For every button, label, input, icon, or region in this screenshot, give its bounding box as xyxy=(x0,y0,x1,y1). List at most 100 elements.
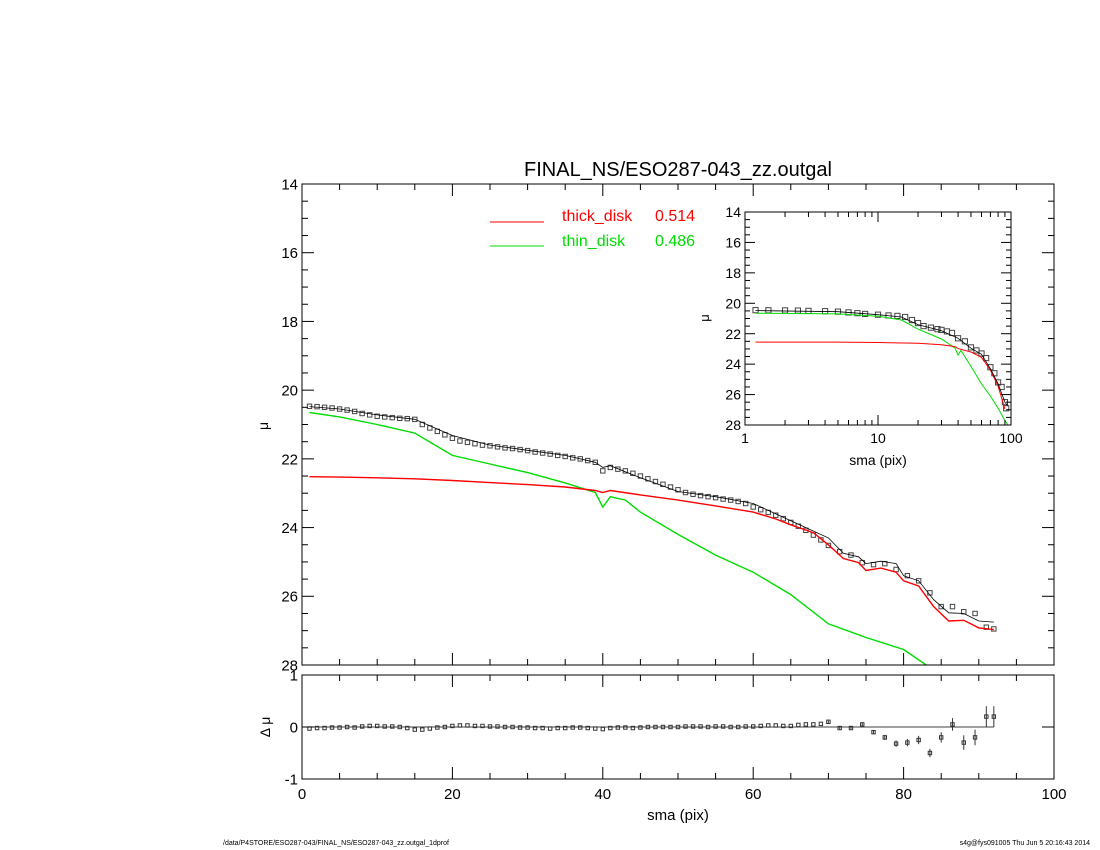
residual-data-point xyxy=(600,726,605,732)
main-title: FINAL_NS/ESO287-043_zz.outgal xyxy=(524,159,832,181)
main-y-tick-label: 22 xyxy=(281,451,298,468)
residual-data-point xyxy=(698,724,703,729)
residual-data-point xyxy=(405,725,410,731)
residual-data-point xyxy=(991,714,997,719)
main-data-point xyxy=(600,468,606,474)
residual-x-tick-label: 40 xyxy=(594,786,611,803)
legend-thick-name: thick_disk xyxy=(562,208,633,225)
inset-x-tick-label: 100 xyxy=(999,430,1023,446)
main-series-thin-disk xyxy=(309,411,927,665)
residual-x-tick-label: 60 xyxy=(745,786,762,803)
main-data-point xyxy=(374,413,380,419)
residual-data-point xyxy=(547,726,553,731)
residual-data-point xyxy=(450,723,455,729)
residual-data-point xyxy=(442,724,448,730)
residual-data-point xyxy=(344,724,350,730)
main-data-point xyxy=(554,452,561,459)
residual-data-point xyxy=(668,724,673,730)
residual-data-point xyxy=(818,721,824,727)
main-data-point xyxy=(697,492,704,499)
residual-data-point xyxy=(860,722,865,727)
residual-y-tick-label: -1 xyxy=(285,771,298,788)
residual-x-tick-label: 80 xyxy=(895,786,912,803)
main-data-point xyxy=(893,566,899,573)
main-data-point xyxy=(758,507,764,513)
main-data-point xyxy=(825,542,832,549)
residual-data-point xyxy=(495,724,500,729)
main-data-point xyxy=(870,561,877,568)
main-data-point xyxy=(645,476,651,482)
inset-y-tick-label: 28 xyxy=(725,417,741,433)
residual-data-point xyxy=(570,725,575,730)
main-data-point xyxy=(502,445,508,451)
residual-data-point xyxy=(927,750,933,756)
residual-data-point xyxy=(352,725,357,730)
residual-data-point xyxy=(435,725,440,730)
main-data-point xyxy=(397,415,403,422)
main-data-point xyxy=(382,414,388,420)
main-data-point xyxy=(539,450,546,456)
main-data-point xyxy=(675,487,681,493)
main-data-point xyxy=(712,494,719,501)
residual-data-point xyxy=(555,725,560,731)
main-data-point xyxy=(938,603,944,610)
residual-data-point xyxy=(525,725,530,730)
residual-data-point xyxy=(638,725,643,730)
residual-data-point xyxy=(457,723,463,728)
main-series-thick-disk xyxy=(309,476,994,631)
residual-data-point xyxy=(675,724,681,730)
main-data-point xyxy=(961,609,967,615)
inset-x-tick-label: 1 xyxy=(741,430,749,446)
main-panel: 14 16 18 20 22 24 26 28 μ xyxy=(255,176,1055,674)
main-data-point xyxy=(359,410,365,417)
inset-y-tick-label: 14 xyxy=(725,204,741,220)
main-data-point xyxy=(660,481,666,487)
main-data-point xyxy=(487,443,493,449)
main-data-point xyxy=(592,459,598,465)
inset-series-thick-disk xyxy=(755,341,1006,410)
main-data-point xyxy=(585,457,591,464)
residual-data-point xyxy=(487,724,493,729)
main-data-point xyxy=(389,414,395,421)
main-y-tick-label: 16 xyxy=(281,245,298,262)
legend-thin-value: 0.486 xyxy=(655,233,695,250)
residual-data-point xyxy=(375,723,380,729)
residual-data-point xyxy=(796,722,801,728)
residual-data-point xyxy=(961,740,966,745)
residual-data-point xyxy=(359,724,365,729)
residual-data-point xyxy=(502,724,508,730)
inset-y-tick-label: 24 xyxy=(725,356,741,372)
main-y-tick-label: 28 xyxy=(281,657,298,674)
residual-data-point xyxy=(916,737,921,743)
legend-thick-value: 0.514 xyxy=(655,208,695,225)
inset-data-point xyxy=(920,323,927,330)
residual-data-point xyxy=(735,724,741,730)
residual-data-point xyxy=(690,724,696,729)
residual-data-point xyxy=(585,725,590,731)
main-data-point xyxy=(472,441,478,447)
residual-data-point xyxy=(743,724,748,729)
inset-panel: 14 16 18 20 22 24 26 281 10 100 sma (pix) μ xyxy=(697,204,1023,468)
inset-data-point xyxy=(908,316,916,324)
residual-data-point xyxy=(803,722,809,727)
main-y-tick-label: 18 xyxy=(281,314,298,331)
main-data-point xyxy=(720,496,726,502)
main-data-point xyxy=(848,552,854,558)
main-data-point xyxy=(742,500,749,507)
residual-y-tick-label: 0 xyxy=(290,719,298,736)
residual-data-point xyxy=(751,724,756,729)
residual-data-point xyxy=(337,725,342,730)
footer-file-path: /data/P4STORE/ESO287-043/FINAL_NS/ESO287… xyxy=(223,840,449,847)
residual-data-point xyxy=(882,735,887,740)
residual-data-point xyxy=(720,724,726,729)
inset-y-tick-label: 18 xyxy=(725,265,741,281)
residual-data-point xyxy=(397,724,402,730)
inset-y-tick-label: 20 xyxy=(725,295,741,311)
main-data-point xyxy=(562,453,568,460)
inset-y-tick-label: 26 xyxy=(725,387,741,403)
inset-data-point xyxy=(894,312,901,320)
residual-data-point xyxy=(837,725,842,731)
residual-data-point xyxy=(608,725,613,731)
main-data-point xyxy=(577,456,583,462)
